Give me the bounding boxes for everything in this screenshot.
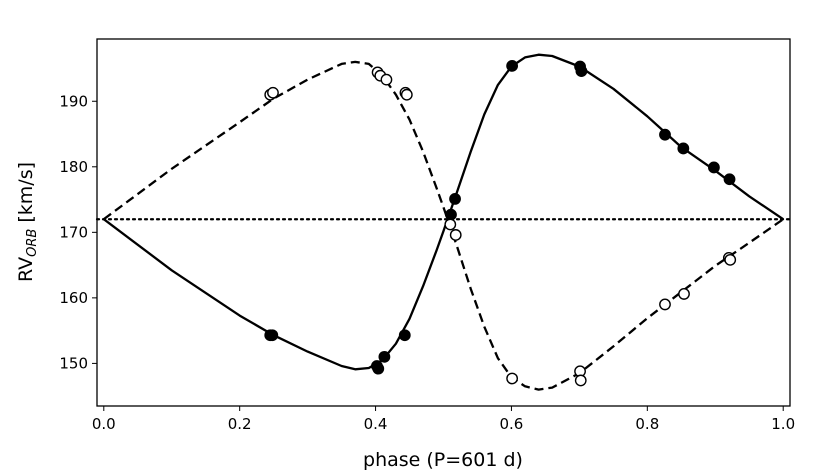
secondary-data-point bbox=[449, 229, 462, 241]
secondary-data-point bbox=[659, 298, 671, 311]
y-tick-label: 160 bbox=[59, 289, 88, 307]
primary-data-point bbox=[378, 350, 391, 363]
secondary-data-point bbox=[724, 253, 737, 266]
primary-data-point bbox=[575, 65, 588, 78]
secondary-orbit-curve bbox=[103, 60, 784, 391]
x-tick-label: 0.0 bbox=[92, 415, 116, 433]
x-tick-label: 0.8 bbox=[635, 415, 659, 433]
secondary-data-point bbox=[400, 88, 413, 101]
x-tick-label: 1.0 bbox=[771, 415, 795, 433]
x-tick-label: 0.2 bbox=[228, 415, 252, 433]
axis-ticks: 0.0 0.2 0.4 0.6 0.8 1.0 150 160 170 180 190 bbox=[59, 92, 795, 433]
x-tick-label: 0.4 bbox=[364, 415, 388, 433]
plot-frame bbox=[96, 38, 791, 407]
y-tick-label: 170 bbox=[59, 223, 88, 241]
secondary-data-point bbox=[506, 372, 519, 385]
secondary-data-point bbox=[267, 86, 279, 99]
secondary-data-point bbox=[444, 218, 457, 231]
primary-data-point bbox=[445, 208, 457, 221]
secondary-data-point bbox=[380, 73, 393, 86]
y-axis-label-unit: [km/s] bbox=[15, 162, 37, 229]
secondary-data-point bbox=[574, 374, 587, 387]
y-axis-label: RVORB [km/s] bbox=[15, 162, 40, 282]
primary-data-point bbox=[372, 362, 385, 375]
primary-data-point bbox=[677, 142, 690, 155]
secondary-data-point bbox=[678, 288, 690, 300]
primary-data-point bbox=[659, 128, 671, 141]
primary-data-point bbox=[398, 329, 411, 342]
y-tick-label: 150 bbox=[59, 354, 88, 372]
primary-data-point bbox=[708, 161, 720, 174]
primary-data-point bbox=[449, 193, 461, 205]
primary-data-point bbox=[723, 173, 736, 186]
primary-data-point bbox=[266, 329, 279, 342]
primary-data-point bbox=[506, 59, 519, 72]
primary-orbit-curve bbox=[103, 53, 784, 371]
y-tick-label: 180 bbox=[59, 158, 88, 176]
plot-content bbox=[95, 53, 792, 391]
y-axis-label-subscript: ORB bbox=[25, 229, 40, 257]
x-tick-label: 0.6 bbox=[500, 415, 524, 433]
x-axis-label: phase (P=601 d) bbox=[363, 449, 523, 471]
y-axis-label-main: RV bbox=[15, 257, 37, 282]
y-tick-label: 190 bbox=[59, 92, 88, 110]
